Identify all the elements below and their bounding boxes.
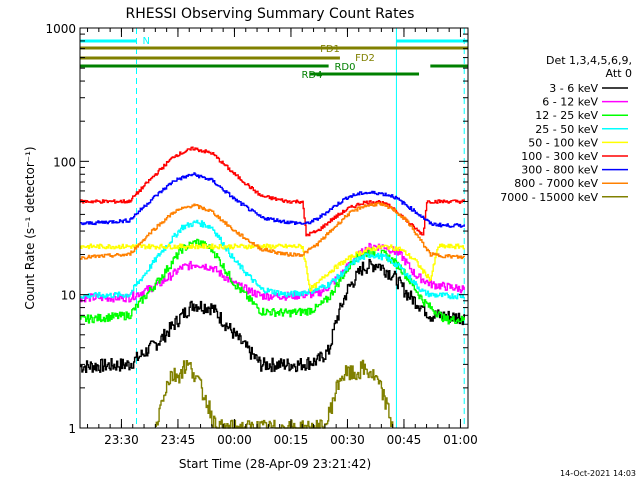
axes: 1 10 100 1000 23:30 23:45 00:00 00:15 00:30 00:45… bbox=[45, 22, 477, 447]
y-tick-label: 1 bbox=[68, 422, 76, 436]
series-line-7000-15000-kev bbox=[155, 359, 394, 429]
y-tick-label: 100 bbox=[53, 155, 76, 169]
mode-label-rd4: RD4 bbox=[301, 70, 322, 81]
flag-label-n: N bbox=[143, 36, 150, 47]
x-axis-label: Start Time (28-Apr-09 23:21:42) bbox=[179, 457, 371, 471]
x-tick-label: 23:30 bbox=[104, 433, 139, 447]
series-line-25-50-kev bbox=[80, 219, 465, 300]
series-line-300-800-kev bbox=[80, 172, 465, 228]
x-tick-label: 23:45 bbox=[161, 433, 196, 447]
y-tick-label: 1000 bbox=[45, 22, 76, 36]
legend-label: 300 - 800 keV bbox=[521, 164, 598, 177]
legend-label: 50 - 100 keV bbox=[528, 136, 598, 149]
x-tick-label: 00:30 bbox=[330, 433, 365, 447]
series-line-3-6-kev bbox=[80, 258, 465, 373]
x-tick-label: 00:15 bbox=[274, 433, 309, 447]
legend-label: 6 - 12 keV bbox=[542, 96, 598, 109]
footer-date: 14-Oct-2021 14:03 bbox=[560, 469, 636, 478]
mode-label-fd1: FD1 bbox=[320, 44, 340, 55]
legend-label: 25 - 50 keV bbox=[535, 123, 598, 136]
series-line-12-25-kev bbox=[80, 238, 465, 325]
chart-title: RHESSI Observing Summary Count Rates bbox=[126, 6, 415, 22]
x-tick-label: 00:00 bbox=[217, 433, 252, 447]
mode-label-fd2: FD2 bbox=[355, 53, 375, 64]
series-line-800-7000-kev bbox=[80, 202, 465, 260]
mode-label-rd0: RD0 bbox=[334, 62, 355, 73]
series-line-50-100-kev bbox=[80, 243, 465, 292]
legend-label: 12 - 25 keV bbox=[535, 109, 598, 122]
legend-label: 3 - 6 keV bbox=[549, 82, 598, 95]
x-tick-label: 00:45 bbox=[387, 433, 422, 447]
plot-frame bbox=[79, 27, 469, 429]
legend-label: 100 - 300 keV bbox=[521, 150, 598, 163]
legend-header-att: Att 0 bbox=[606, 67, 632, 80]
legend-label: 800 - 7000 keV bbox=[514, 177, 598, 190]
x-tick-label: 01:00 bbox=[443, 433, 478, 447]
y-axis-label: Count Rate (s⁻¹ detector⁻¹) bbox=[23, 146, 37, 309]
legend-label: 7000 - 15000 keV bbox=[500, 191, 598, 204]
series-line-100-300-kev bbox=[80, 146, 465, 237]
y-tick-label: 10 bbox=[61, 289, 76, 303]
legend-header: Det 1,3,4,5,6,9, bbox=[546, 54, 632, 67]
